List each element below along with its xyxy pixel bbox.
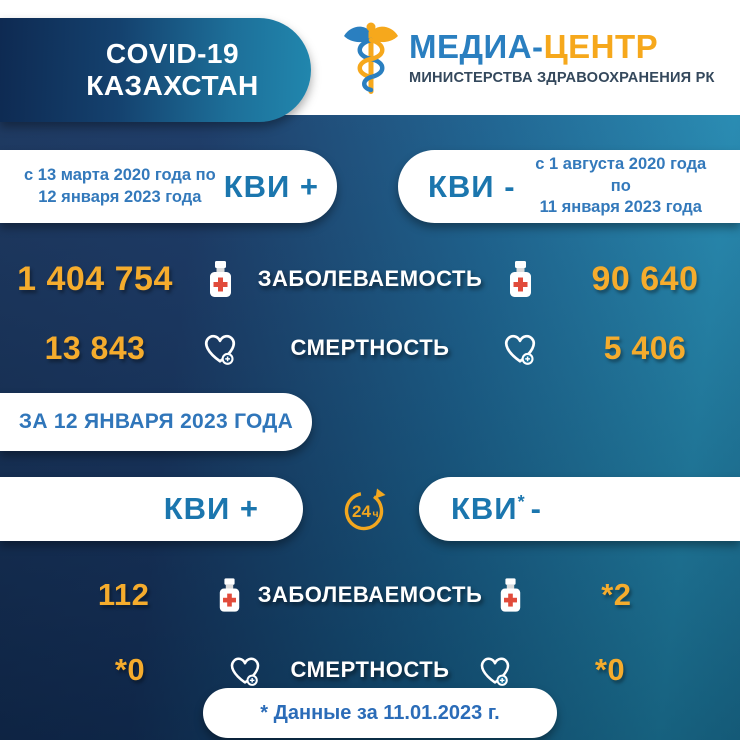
- kvi-negative-prefix: КВИ: [451, 491, 518, 526]
- kvi-positive-period-text: с 13 марта 2020 года по 12 января 2023 г…: [24, 165, 216, 208]
- kvi-positive-period-line2: 12 января 2023 года: [38, 187, 202, 206]
- kvi-negative-period-line2: 11 января 2023 года: [539, 198, 702, 217]
- heart-plus-icon: [230, 657, 260, 686]
- cumulative-cases-row: 1 404 754 ЗАБОЛЕВАЕМОСТЬ 90 640: [0, 243, 740, 315]
- logo-title: МЕДИА-ЦЕНТР: [409, 30, 715, 63]
- medicine-bottle-icon: [509, 261, 531, 297]
- cases-icon-right: [482, 577, 538, 613]
- kvi-positive-label: КВИ +: [223, 168, 319, 204]
- kvi-negative-minus: -: [530, 491, 542, 526]
- heart-plus-icon: [504, 334, 536, 365]
- deaths-icon-left: [190, 330, 250, 366]
- cumulative-deaths-negative-value: 5 406: [603, 329, 687, 366]
- daily-deaths-negative-value: *0: [594, 652, 626, 687]
- kvi-negative-asterisk: *: [517, 492, 526, 512]
- covid-kazakhstan-badge: COVID-19 КАЗАХСТАН: [0, 18, 311, 122]
- cumulative-cases-negative-value: 90 640: [591, 259, 699, 298]
- daily-cases-positive-value: 112: [97, 577, 150, 612]
- daily-cases-label: ЗАБОЛЕВАЕМОСТЬ: [257, 582, 483, 607]
- daily-deaths-label: СМЕРТНОСТЬ: [290, 657, 450, 682]
- 24h-unit: ч: [373, 508, 379, 520]
- kvi-positive-period-pill: с 13 марта 2020 года по 12 января 2023 г…: [0, 150, 337, 223]
- cases-icon-left: [202, 577, 258, 613]
- daily-kvi-positive-label: КВИ +: [163, 491, 259, 526]
- cases-icon-right: [490, 260, 550, 298]
- deaths-icon-right: [490, 330, 550, 366]
- kvi-positive-period-line1: с 13 марта 2020 года по: [24, 166, 216, 185]
- covid-badge-text: COVID-19 КАЗАХСТАН: [86, 38, 259, 103]
- kvi-negative-period-text: с 1 августа 2020 года по 11 января 2023 …: [526, 154, 716, 218]
- 24h-cycle-icon: 24 ч: [344, 488, 386, 531]
- daily-cases-negative-value: *2: [601, 577, 632, 612]
- cumulative-deaths-positive-value: 13 843: [44, 329, 146, 366]
- kvi-negative-label: КВИ -: [428, 168, 516, 204]
- covid-badge-line2: КАЗАХСТАН: [86, 70, 259, 101]
- 24h-value: 24: [352, 502, 371, 521]
- daily-kvi-positive-pill: КВИ +: [0, 477, 303, 541]
- logo-subtitle: МИНИСТЕРСТВА ЗДРАВООХРАНЕНИЯ РК: [409, 70, 715, 86]
- cumulative-cases-positive-value: 1 404 754: [17, 259, 173, 298]
- cumulative-deaths-row: 13 843 СМЕРТНОСТЬ 5 406: [0, 318, 740, 378]
- medicine-bottle-icon: [500, 578, 520, 612]
- cumulative-deaths-label: СМЕРТНОСТЬ: [290, 335, 450, 360]
- deaths-icon-right: [465, 653, 525, 687]
- ministry-logo: МЕДИА-ЦЕНТР МИНИСТЕРСТВА ЗДРАВООХРАНЕНИЯ…: [342, 20, 715, 98]
- medicine-bottle-icon: [220, 578, 240, 612]
- logo-title-orange: ЦЕНТР: [543, 28, 659, 65]
- medicine-bottle-icon: [209, 261, 231, 297]
- daily-deaths-positive-value: *0: [114, 652, 146, 687]
- daily-kvi-negative-pill: КВИ* -: [419, 477, 740, 541]
- heart-plus-icon: [480, 657, 510, 686]
- kvi-negative-period-pill: КВИ - с 1 августа 2020 года по 11 января…: [398, 150, 740, 223]
- heart-plus-icon: [204, 334, 236, 365]
- kvi-negative-period-line1: с 1 августа 2020 года по: [535, 155, 707, 195]
- logo-title-blue: МЕДИА-: [409, 28, 544, 65]
- daily-deaths-row: *0 СМЕРТНОСТЬ *0: [0, 639, 740, 701]
- covid-badge-line1: COVID-19: [105, 37, 240, 69]
- daily-date-banner: ЗА 12 ЯНВАРЯ 2023 ГОДА: [0, 393, 312, 451]
- daily-cases-row: 112 ЗАБОЛЕВАЕМОСТЬ *2: [0, 563, 740, 627]
- daily-kvi-negative-label: КВИ* -: [451, 491, 542, 527]
- cases-icon-left: [190, 260, 250, 298]
- logo-text: МЕДИА-ЦЕНТР МИНИСТЕРСТВА ЗДРАВООХРАНЕНИЯ…: [409, 20, 715, 86]
- cumulative-cases-label: ЗАБОЛЕВАЕМОСТЬ: [257, 266, 483, 291]
- footnote-pill: * Данные за 11.01.2023 г.: [203, 688, 557, 738]
- caduceus-icon: [344, 22, 398, 94]
- deaths-icon-left: [215, 653, 275, 687]
